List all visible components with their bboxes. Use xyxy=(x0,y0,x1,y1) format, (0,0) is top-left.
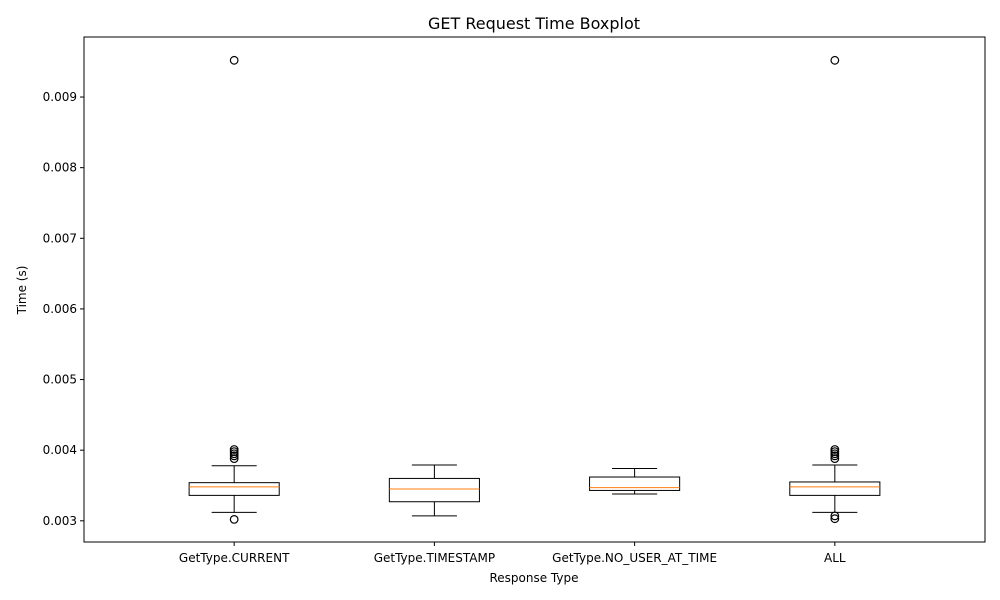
y-tick-label: 0.008 xyxy=(43,161,77,175)
box-iqr xyxy=(188,482,280,496)
y-tick-label: 0.005 xyxy=(43,373,77,387)
outlier-point xyxy=(830,55,840,65)
x-tick-label: GetType.TIMESTAMP xyxy=(374,551,495,565)
chart-title: GET Request Time Boxplot xyxy=(428,14,640,33)
x-tick-label: GetType.NO_USER_AT_TIME xyxy=(552,551,717,565)
outlier-point xyxy=(229,454,239,464)
outlier-point xyxy=(830,454,840,464)
box-iqr xyxy=(589,476,681,491)
outlier-point xyxy=(830,514,840,524)
x-axis-title: Response Type xyxy=(489,571,578,585)
y-tick-label: 0.007 xyxy=(43,231,77,245)
outlier-point xyxy=(830,451,840,461)
x-tick-label: ALL xyxy=(824,551,846,565)
box-iqr xyxy=(789,481,881,496)
box-iqr xyxy=(388,477,480,503)
outlier-point xyxy=(229,514,239,524)
x-tick-label: GetType.CURRENT xyxy=(179,551,290,565)
y-axis-title: Time (s) xyxy=(15,266,29,316)
outlier-point xyxy=(830,511,840,521)
outlier-point xyxy=(229,451,239,461)
plot-area: 0.003 0.004 0.005 0.006 0.007 0.008 0.009 GetTy… xyxy=(43,55,881,565)
plot-frame xyxy=(83,36,986,543)
y-tick-label: 0.006 xyxy=(43,302,77,316)
outlier-point xyxy=(229,55,239,65)
y-tick-label: 0.009 xyxy=(43,90,77,104)
y-tick-label: 0.004 xyxy=(43,443,77,457)
y-tick-label: 0.003 xyxy=(43,514,77,528)
